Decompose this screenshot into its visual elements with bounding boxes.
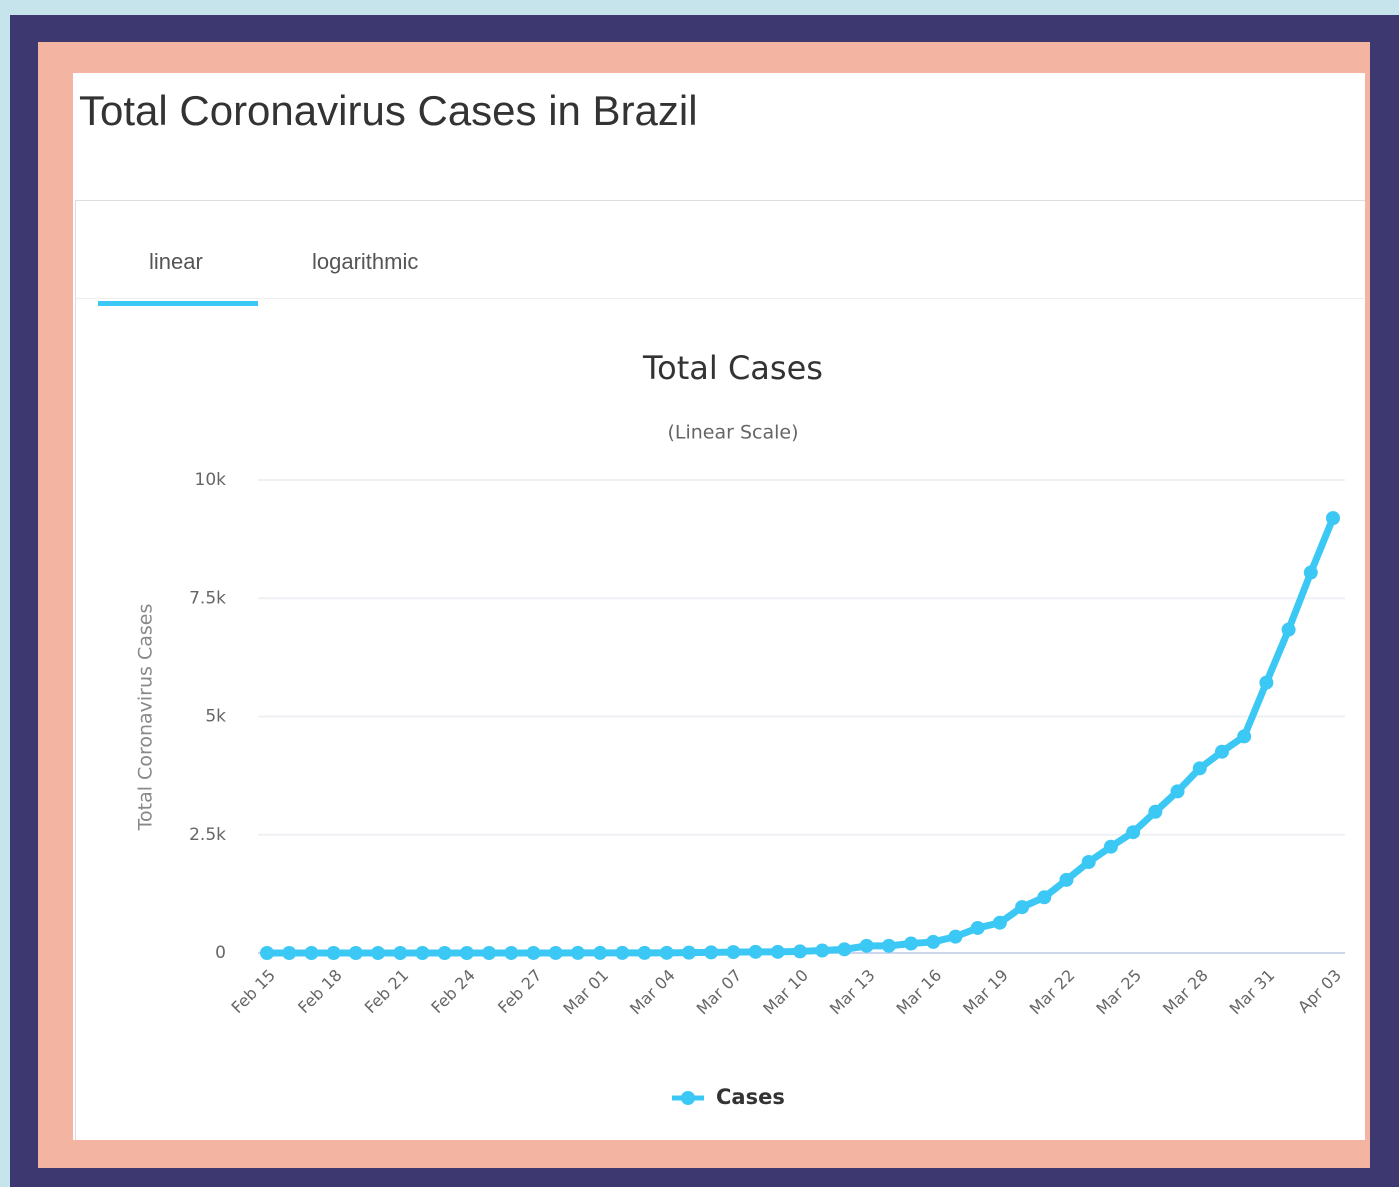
- point: [1259, 675, 1274, 690]
- point: [371, 946, 386, 960]
- point: [393, 946, 408, 960]
- point: [504, 945, 519, 960]
- point: [1037, 890, 1052, 905]
- chart-box: linear logarithmic: [75, 200, 1365, 1140]
- point: [304, 946, 319, 960]
- point: [837, 942, 852, 957]
- x-tick-label: Mar 19: [959, 966, 1012, 1019]
- point: [1303, 565, 1318, 580]
- point: [1126, 825, 1141, 840]
- point: [526, 945, 541, 960]
- x-tick-label: Feb 18: [294, 966, 345, 1017]
- point: [1281, 622, 1296, 637]
- legend-marker: [681, 1091, 695, 1105]
- frame-inner: Total Coronavirus Cases in Brazil linear…: [38, 42, 1370, 1168]
- tab[interactable]: logarithmic: [312, 249, 419, 274]
- point: [459, 946, 474, 960]
- point: [1192, 761, 1207, 776]
- y-tick-label: 5k: [205, 707, 226, 727]
- point: [770, 944, 785, 959]
- x-tick-label: Feb 27: [494, 966, 545, 1017]
- point: [970, 920, 985, 935]
- point: [681, 945, 696, 960]
- point: [415, 946, 430, 960]
- point: [859, 938, 874, 953]
- point: [1214, 744, 1229, 759]
- point: [348, 946, 363, 960]
- point: [815, 943, 830, 958]
- point: [637, 945, 652, 960]
- point: [548, 945, 563, 960]
- point: [1148, 804, 1163, 819]
- x-tick-label: Mar 28: [1159, 966, 1212, 1019]
- line: [267, 516, 1337, 957]
- point: [1081, 854, 1096, 869]
- point: [1326, 511, 1340, 526]
- x-tick-label: Feb 24: [427, 966, 478, 1017]
- y-tick-label: 7.5k: [189, 588, 226, 608]
- tab[interactable]: linear: [149, 249, 203, 274]
- point: [326, 946, 341, 960]
- point: [1170, 784, 1185, 799]
- x-tick-label: Mar 01: [559, 966, 612, 1019]
- point: [437, 946, 452, 960]
- x-tick-label: Mar 22: [1026, 966, 1079, 1019]
- point: [926, 934, 941, 949]
- point: [1015, 900, 1030, 915]
- x-tick-label: Mar 13: [826, 966, 879, 1019]
- tab-separator: [76, 298, 1365, 299]
- y-tick-label: 2.5k: [189, 825, 226, 845]
- y-tick-label: 0: [215, 943, 226, 963]
- x-tick-label: Mar 31: [1226, 966, 1279, 1019]
- point: [615, 945, 630, 960]
- point: [593, 945, 608, 960]
- point: [881, 938, 896, 953]
- point: [282, 946, 297, 960]
- x-tick-label: Feb 15: [228, 966, 279, 1017]
- point: [570, 945, 585, 960]
- point: [260, 946, 274, 960]
- legend-label: Cases: [716, 1085, 785, 1109]
- point: [793, 944, 807, 959]
- x-tick-label: Mar 04: [626, 966, 679, 1019]
- point: [1237, 729, 1252, 744]
- point: [1059, 872, 1074, 887]
- x-tick-label: Mar 16: [892, 966, 945, 1019]
- point: [1103, 839, 1118, 854]
- point: [726, 945, 741, 960]
- x-tick-label: Apr 03: [1294, 966, 1345, 1017]
- chart-subtitle: (Linear Scale): [667, 422, 798, 444]
- x-tick-label: Feb 21: [361, 966, 412, 1017]
- page-title: Total Coronavirus Cases in Brazil: [79, 87, 698, 134]
- y-axis-title: Total Coronavirus Cases: [135, 604, 157, 832]
- chart-title: Total Cases: [642, 349, 823, 387]
- panel: Total Coronavirus Cases in Brazil linear…: [73, 73, 1365, 1140]
- x-tick-label: Mar 10: [759, 966, 812, 1019]
- point: [904, 936, 919, 951]
- point: [748, 944, 763, 959]
- y-tick-label: 10k: [195, 470, 227, 490]
- x-tick-label: Mar 25: [1092, 966, 1145, 1019]
- point: [659, 945, 674, 960]
- point: [704, 945, 719, 960]
- point: [992, 915, 1007, 930]
- point: [948, 929, 963, 944]
- tab-indicator: [98, 301, 258, 306]
- point: [482, 946, 497, 960]
- x-tick-label: Mar 07: [693, 966, 746, 1019]
- frame: Total Coronavirus Cases in Brazil linear…: [10, 15, 1399, 1187]
